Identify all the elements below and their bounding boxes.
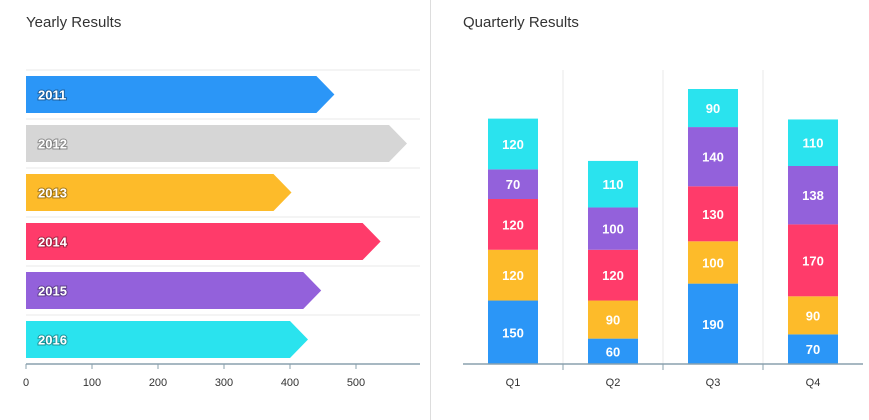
segment-Q4-s1	[788, 334, 838, 364]
segment-label: 90	[706, 101, 720, 116]
segment-label: 70	[506, 177, 520, 192]
bar-label-2011: 2011	[38, 88, 66, 103]
segment-label: 130	[702, 207, 724, 222]
x-tick-label: 0	[23, 377, 29, 389]
segment-Q3-s5	[688, 89, 738, 128]
segment-label: 90	[806, 308, 820, 323]
segment-Q2-s5	[588, 160, 638, 208]
segment-Q1-s2	[488, 249, 538, 301]
bar-2011	[26, 76, 335, 113]
segment-Q2-s4	[588, 207, 638, 250]
segment-Q4-s5	[788, 119, 838, 166]
bar-2015	[26, 272, 322, 309]
segment-label: 190	[702, 317, 724, 332]
segment-Q2-s2	[588, 300, 638, 339]
bar-label-2015: 2015	[38, 284, 67, 299]
segment-label: 100	[702, 255, 724, 270]
segment-label: 100	[602, 222, 624, 237]
segment-Q1-s4	[488, 169, 538, 199]
segment-Q3-s3	[688, 186, 738, 242]
segment-Q4-s3	[788, 224, 838, 297]
panel-divider	[430, 0, 431, 420]
segment-Q3-s1	[688, 283, 738, 364]
x-tick-label: 100	[83, 377, 101, 389]
x-tick-label: 400	[281, 377, 299, 389]
segment-label: 60	[606, 344, 620, 359]
category-label-Q3: Q3	[706, 377, 721, 389]
segment-label: 70	[806, 342, 820, 357]
category-label-Q4: Q4	[806, 377, 821, 389]
bar-2013	[26, 174, 292, 211]
segment-Q1-s3	[488, 199, 538, 250]
segment-Q2-s3	[588, 249, 638, 301]
segment-Q1-s5	[488, 118, 538, 170]
bar-label-2012: 2012	[38, 137, 67, 152]
x-tick-label: 200	[149, 377, 167, 389]
category-label-Q2: Q2	[606, 377, 621, 389]
segment-label: 170	[802, 253, 824, 268]
bar-label-2014: 2014	[38, 235, 68, 250]
bar-2012	[26, 125, 407, 162]
segment-label: 110	[803, 136, 824, 151]
segment-Q3-s2	[688, 241, 738, 284]
segment-label: 120	[502, 217, 524, 232]
segment-Q4-s2	[788, 296, 838, 335]
segment-Q1-s1	[488, 300, 538, 364]
yearly-title: Yearly Results	[26, 14, 122, 31]
segment-label: 120	[602, 268, 624, 283]
segment-label: 150	[502, 325, 524, 340]
segment-Q2-s1	[588, 338, 638, 364]
bar-label-2013: 2013	[38, 186, 67, 201]
quarterly-title: Quarterly Results	[463, 14, 579, 31]
segment-Q3-s4	[688, 127, 738, 187]
x-tick-label: 500	[347, 377, 365, 389]
segment-label: 140	[702, 150, 724, 165]
segment-label: 138	[802, 188, 824, 203]
segment-label: 120	[502, 137, 524, 152]
category-label-Q1: Q1	[506, 377, 521, 389]
segment-label: 110	[603, 177, 624, 192]
bar-2014	[26, 223, 381, 260]
segment-label: 90	[606, 313, 620, 328]
segment-label: 120	[502, 268, 524, 283]
segment-Q4-s4	[788, 166, 838, 225]
bar-label-2016: 2016	[38, 333, 67, 348]
bar-2016	[26, 321, 308, 358]
x-tick-label: 300	[215, 377, 233, 389]
